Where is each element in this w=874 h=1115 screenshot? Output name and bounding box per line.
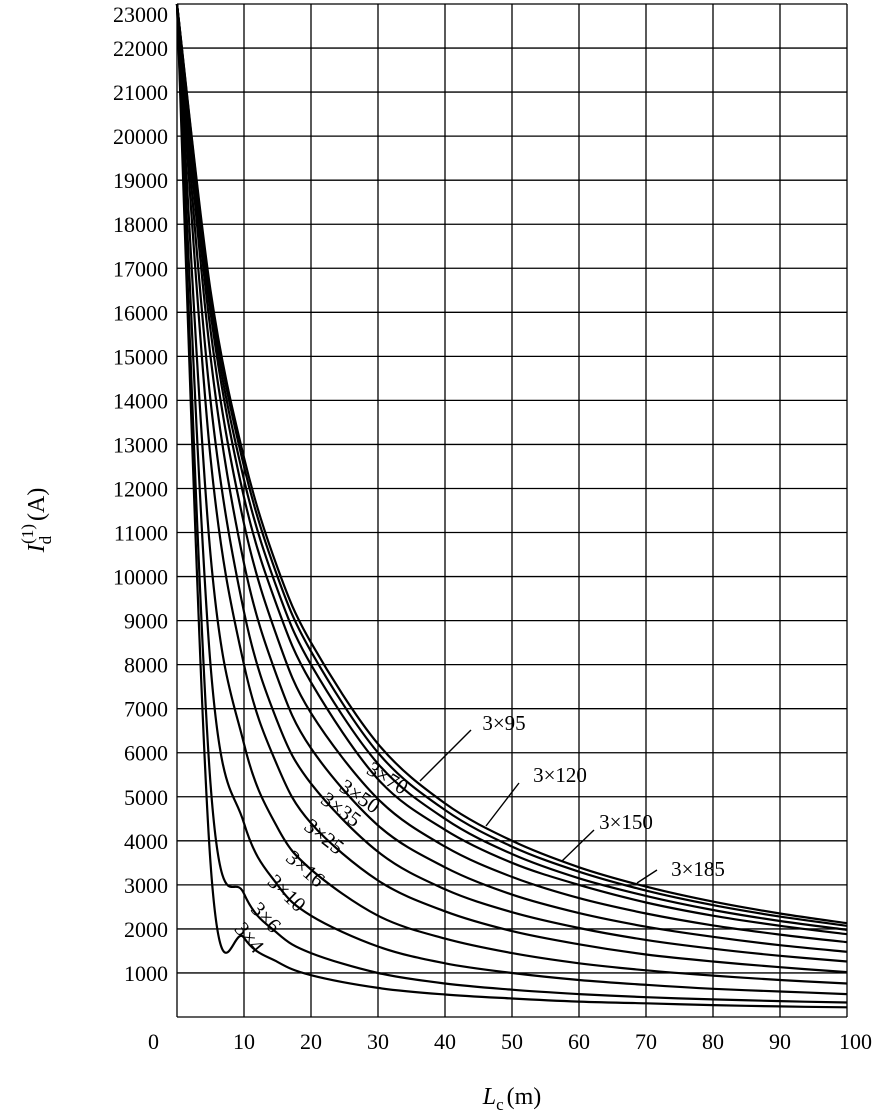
curve-3×50 (175, 3, 848, 953)
curve-label: 3×95 (482, 711, 525, 735)
y-tick-label: 20000 (113, 124, 168, 149)
y-tick-label: 7000 (124, 697, 168, 722)
curve-3×10 (175, 3, 848, 996)
curve-3×25 (175, 3, 848, 974)
x-tick-label: 60 (568, 1029, 590, 1054)
x-tick-label: 90 (769, 1029, 791, 1054)
y-tick-label: 19000 (113, 168, 168, 193)
x-tick-label: 20 (300, 1029, 322, 1054)
y-tick-label: 14000 (113, 388, 168, 413)
y-tick-label: 17000 (113, 256, 168, 281)
y-axis-title: Id(1)(A) (18, 488, 55, 554)
curve-3×6 (175, 3, 848, 1004)
x-tick-label: 40 (434, 1029, 456, 1054)
y-tick-label: 6000 (124, 741, 168, 766)
y-tick-label: 22000 (113, 36, 168, 61)
y-tick-label: 16000 (113, 300, 168, 325)
leader-line (561, 829, 595, 862)
curve-label: 3×150 (599, 810, 653, 834)
leader-line (485, 782, 520, 827)
curve-label: 3×185 (671, 857, 725, 881)
ticks: 0 10 20 30 40 50 60 70 80 90 100 1000 2000 3000 4000 50… (113, 2, 872, 1054)
curve-3×95 (175, 3, 848, 936)
y-tick-label: 21000 (113, 80, 168, 105)
curve-3×16 (175, 3, 848, 985)
y-tick-label: 1000 (124, 961, 168, 986)
leader-line (419, 729, 472, 782)
y-tick-label: 8000 (124, 653, 168, 678)
curve-3×70 (175, 3, 848, 944)
x-tick-label: 0 (148, 1029, 159, 1054)
curves (175, 3, 848, 1009)
y-tick-label: 15000 (113, 344, 168, 369)
y-tick-label: 3000 (124, 873, 168, 898)
y-tick-label: 13000 (113, 432, 168, 457)
curve-3×35 (175, 3, 848, 963)
y-tick-label: 10000 (113, 565, 168, 590)
x-tick-label: 100 (839, 1029, 872, 1054)
curve-3×185 (175, 3, 848, 925)
x-tick-label: 80 (702, 1029, 724, 1054)
y-tick-label: 5000 (124, 785, 168, 810)
y-tick-label: 23000 (113, 2, 168, 27)
y-tick-label: 2000 (124, 917, 168, 942)
y-tick-label: 11000 (114, 521, 168, 546)
curve-3×150 (175, 3, 848, 927)
x-tick-label: 30 (367, 1029, 389, 1054)
leader-line (636, 869, 658, 884)
x-tick-label: 50 (501, 1029, 523, 1054)
curve-3×4 (175, 3, 848, 1009)
curve-3×120 (175, 3, 848, 931)
grid (176, 3, 848, 1018)
y-tick-label: 9000 (124, 609, 168, 634)
x-axis-title: Lc (m) (482, 1084, 542, 1114)
x-tick-label: 70 (635, 1029, 657, 1054)
y-tick-label: 4000 (124, 829, 168, 854)
y-tick-label: 18000 (113, 212, 168, 237)
y-tick-label: 12000 (113, 476, 168, 501)
x-tick-label: 10 (233, 1029, 255, 1054)
curve-label: 3×120 (533, 763, 587, 787)
